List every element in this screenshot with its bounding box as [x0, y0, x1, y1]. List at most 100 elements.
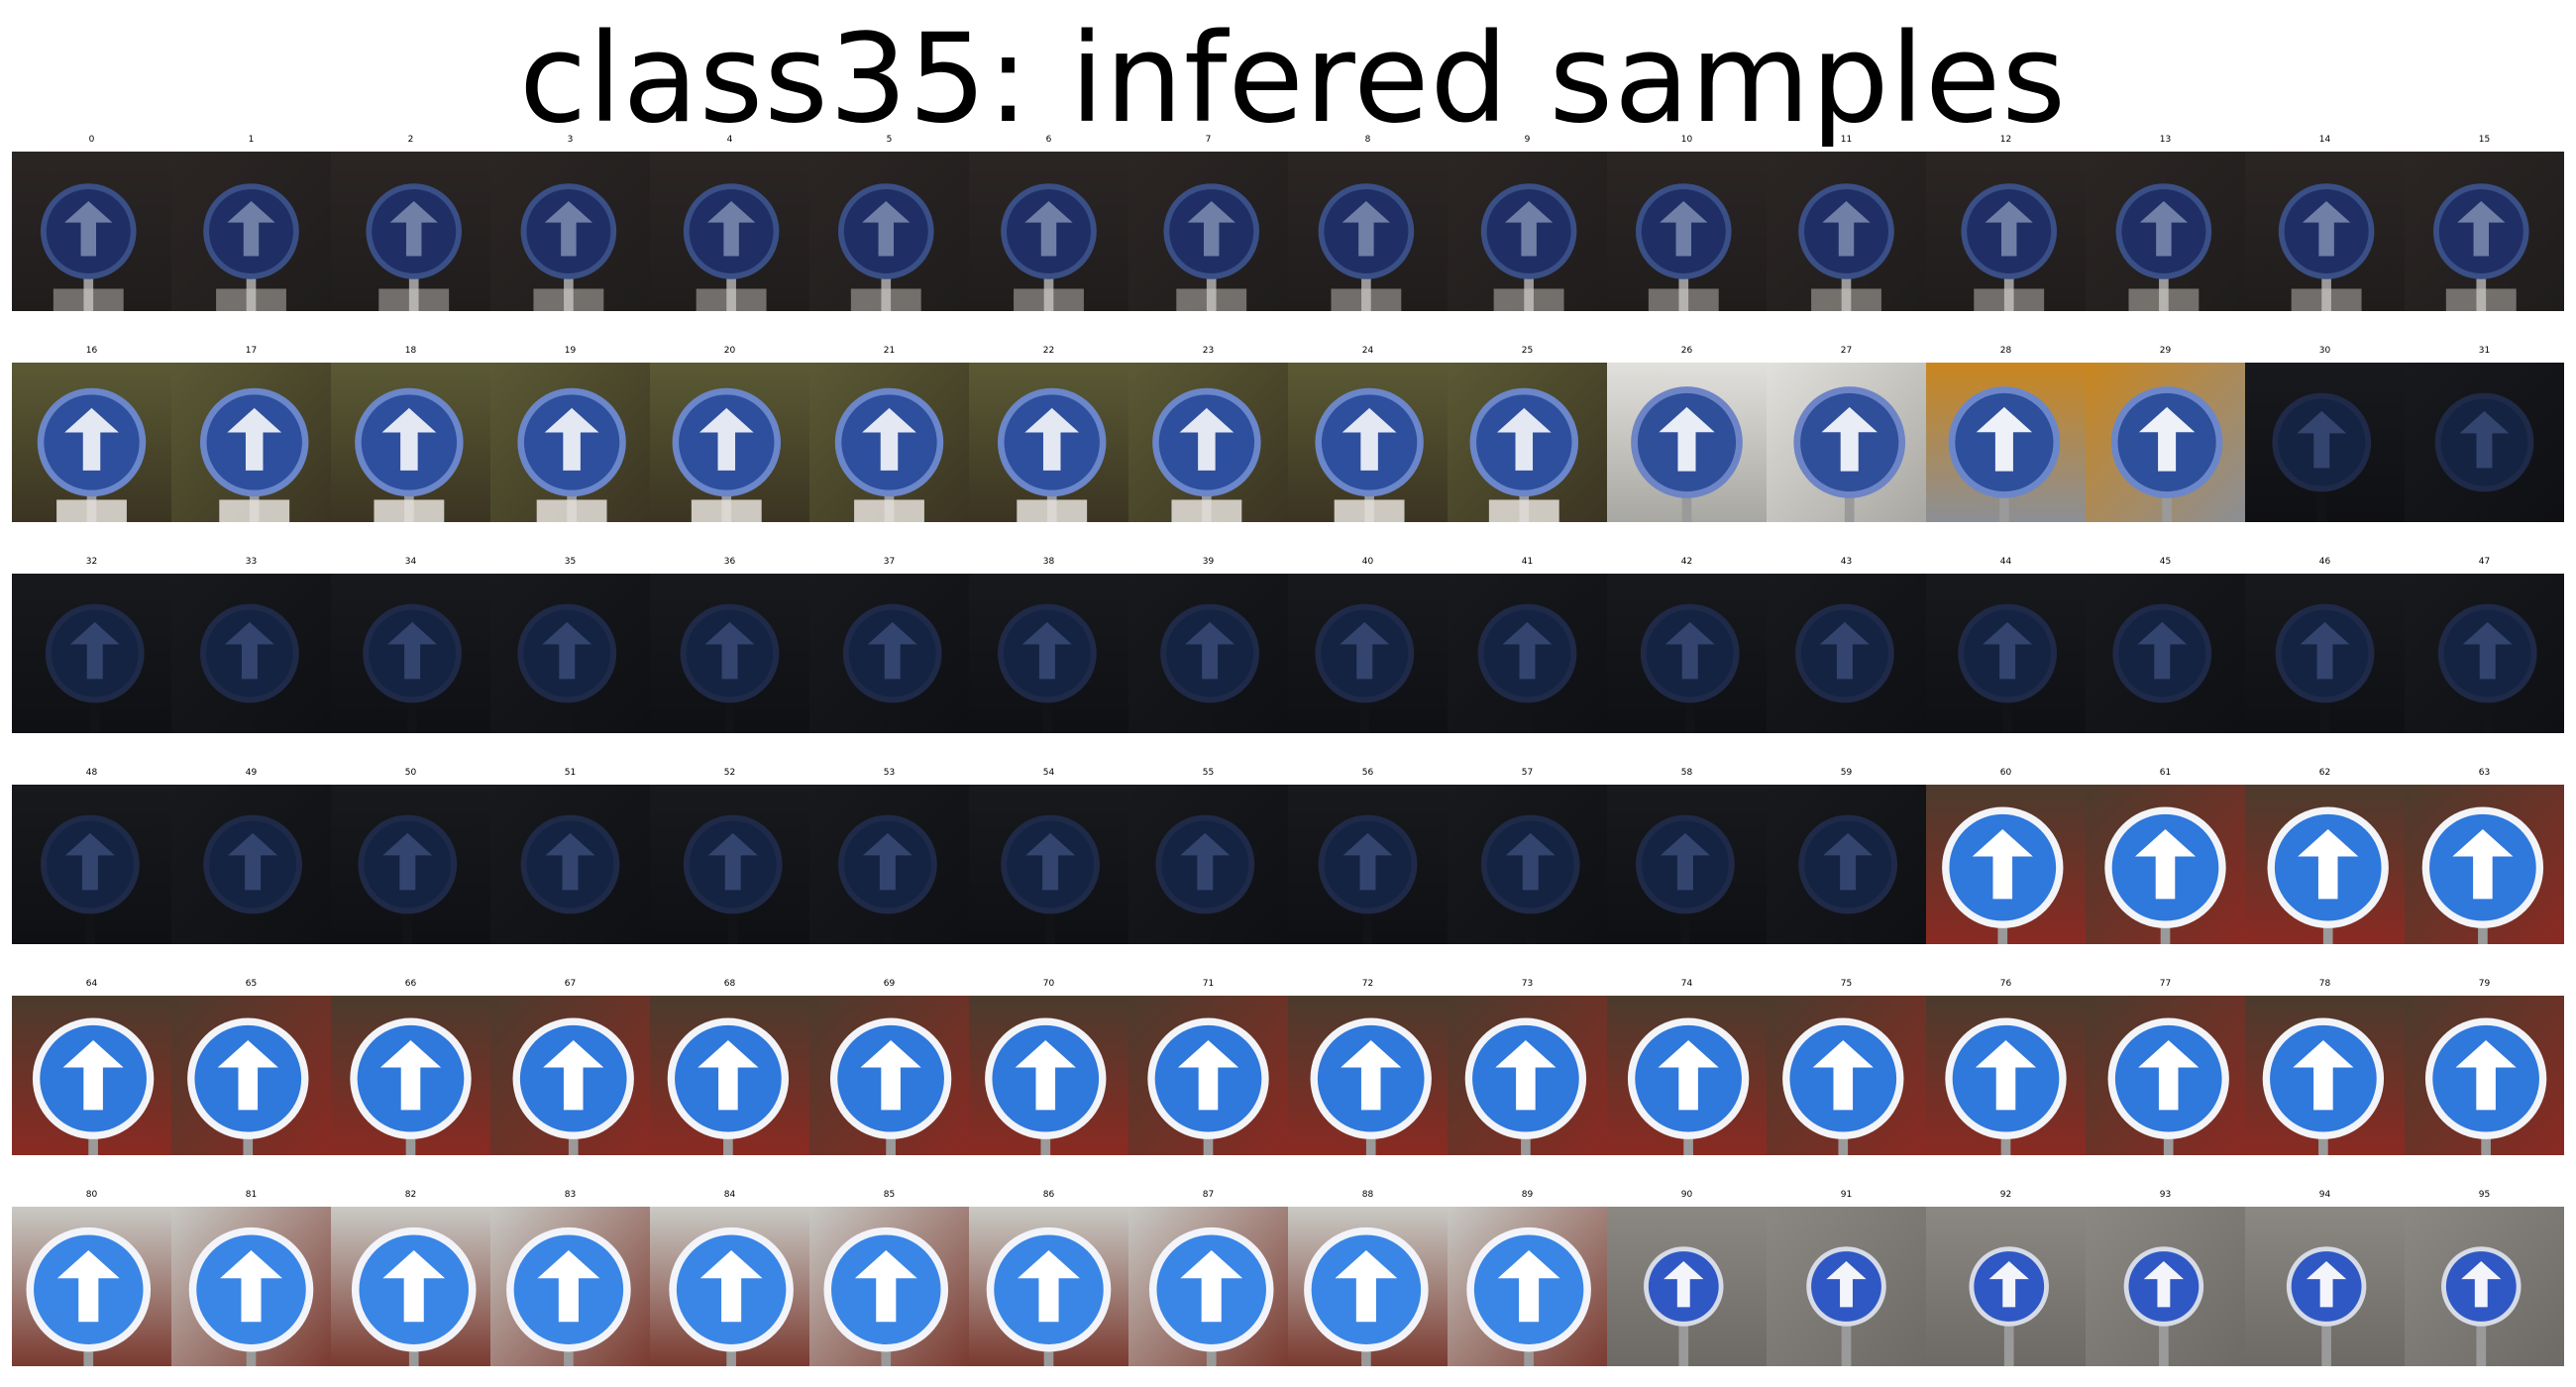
sign-image	[650, 574, 809, 733]
sub-plate	[219, 499, 290, 522]
sign-image	[2086, 574, 2245, 733]
up-arrow-icon	[64, 407, 119, 471]
sign-image	[490, 363, 650, 522]
sample-thumbnail	[490, 785, 650, 944]
up-arrow-icon	[698, 407, 754, 471]
sample-index-label: 51	[564, 768, 577, 778]
sign-image	[2086, 363, 2245, 522]
sample-thumbnail	[1448, 785, 1607, 944]
sign-image	[1288, 363, 1448, 522]
up-arrow-icon	[1658, 1040, 1719, 1111]
sample-cell: 21	[809, 345, 969, 525]
sign-image	[1128, 785, 1288, 944]
sample-thumbnail	[171, 1207, 331, 1366]
sign-pole	[1678, 1323, 1689, 1366]
sign-image	[1926, 785, 2086, 944]
up-arrow-icon	[698, 1040, 759, 1111]
sample-cell: 55	[1128, 767, 1288, 947]
sample-cell: 86	[969, 1189, 1128, 1369]
sign-pole	[1043, 275, 1054, 311]
sign-image	[969, 363, 1128, 522]
up-arrow-icon	[2143, 1261, 2185, 1308]
sample-cell: 49	[171, 767, 331, 947]
sign-pole	[723, 1135, 733, 1155]
up-arrow-icon	[1505, 832, 1556, 891]
sign-image	[2245, 1207, 2405, 1366]
sample-cell: 61	[2086, 767, 2245, 947]
sub-plate	[1648, 288, 1719, 311]
sign-pole	[2322, 924, 2333, 944]
sample-cell: 54	[969, 767, 1128, 947]
sample-thumbnail	[331, 152, 490, 311]
sign-image	[490, 574, 650, 733]
sample-index-label: 95	[2478, 1190, 2491, 1200]
sign-image	[331, 785, 490, 944]
sample-cell: 67	[490, 978, 650, 1158]
sample-thumbnail	[2405, 152, 2564, 311]
sign-pole	[88, 1135, 98, 1155]
sign-image	[1128, 574, 1288, 733]
sample-cell: 56	[1288, 767, 1448, 947]
sample-thumbnail	[650, 1207, 809, 1366]
sample-index-label: 63	[2478, 768, 2491, 778]
sign-pole	[1681, 494, 1692, 522]
sub-plate	[2128, 288, 2200, 311]
sample-thumbnail	[2405, 785, 2564, 944]
sample-cell: 0	[12, 134, 171, 314]
sample-cell: 64	[12, 978, 171, 1158]
sample-thumbnail	[490, 152, 650, 311]
sample-cell: 41	[1448, 556, 1607, 736]
sign-image	[650, 1207, 809, 1366]
sample-thumbnail	[1128, 996, 1288, 1155]
up-arrow-icon	[544, 407, 599, 471]
sample-cell: 48	[12, 767, 171, 947]
sample-index-label: 11	[1840, 135, 1853, 145]
sample-index-label: 0	[88, 135, 95, 145]
sub-plate	[2445, 288, 2517, 311]
sample-index-label: 43	[1840, 557, 1853, 567]
sample-thumbnail	[171, 574, 331, 733]
up-arrow-icon	[381, 407, 437, 471]
sample-index-label: 36	[723, 557, 736, 567]
sample-cell: 5	[809, 134, 969, 314]
sign-pole	[564, 1348, 574, 1366]
sample-thumbnail	[1926, 785, 2086, 944]
sub-plate	[1171, 499, 1242, 522]
sign-pole	[1678, 275, 1689, 311]
sample-cell: 8	[1288, 134, 1448, 314]
sample-index-label: 88	[1361, 1190, 1374, 1200]
up-arrow-icon	[227, 407, 282, 471]
sample-cell: 24	[1288, 345, 1448, 525]
sign-image	[809, 152, 969, 311]
sign-pole	[1040, 1135, 1051, 1155]
sign-image	[2405, 785, 2564, 944]
sample-index-label: 46	[2318, 557, 2331, 567]
sign-image	[1448, 785, 1607, 944]
sample-cell: 74	[1607, 978, 1767, 1158]
sign-pole	[2162, 494, 2172, 522]
sample-index-label: 35	[564, 557, 577, 567]
sign-pole	[1361, 275, 1371, 311]
sample-thumbnail	[969, 574, 1128, 733]
sign-image	[12, 1207, 171, 1366]
sign-image	[171, 363, 331, 522]
up-arrow-icon	[2306, 1261, 2347, 1308]
sign-image	[171, 574, 331, 733]
sample-cell: 78	[2245, 978, 2405, 1158]
sample-cell: 44	[1926, 556, 2086, 736]
sign-image	[331, 363, 490, 522]
sign-image	[969, 785, 1128, 944]
sign-pole	[2003, 1323, 2014, 1366]
sample-thumbnail	[1607, 574, 1767, 733]
sample-index-label: 49	[245, 768, 258, 778]
sign-image	[1767, 785, 1926, 944]
sign-pole	[887, 699, 898, 733]
sign-pole	[408, 275, 419, 311]
sample-cell: 80	[12, 1189, 171, 1369]
sign-pole	[2319, 699, 2330, 733]
sample-index-label: 8	[1364, 135, 1371, 145]
sign-image	[1767, 996, 1926, 1155]
sample-cell: 35	[490, 556, 650, 736]
sign-image	[1128, 1207, 1288, 1366]
sample-index-label: 67	[564, 979, 577, 989]
